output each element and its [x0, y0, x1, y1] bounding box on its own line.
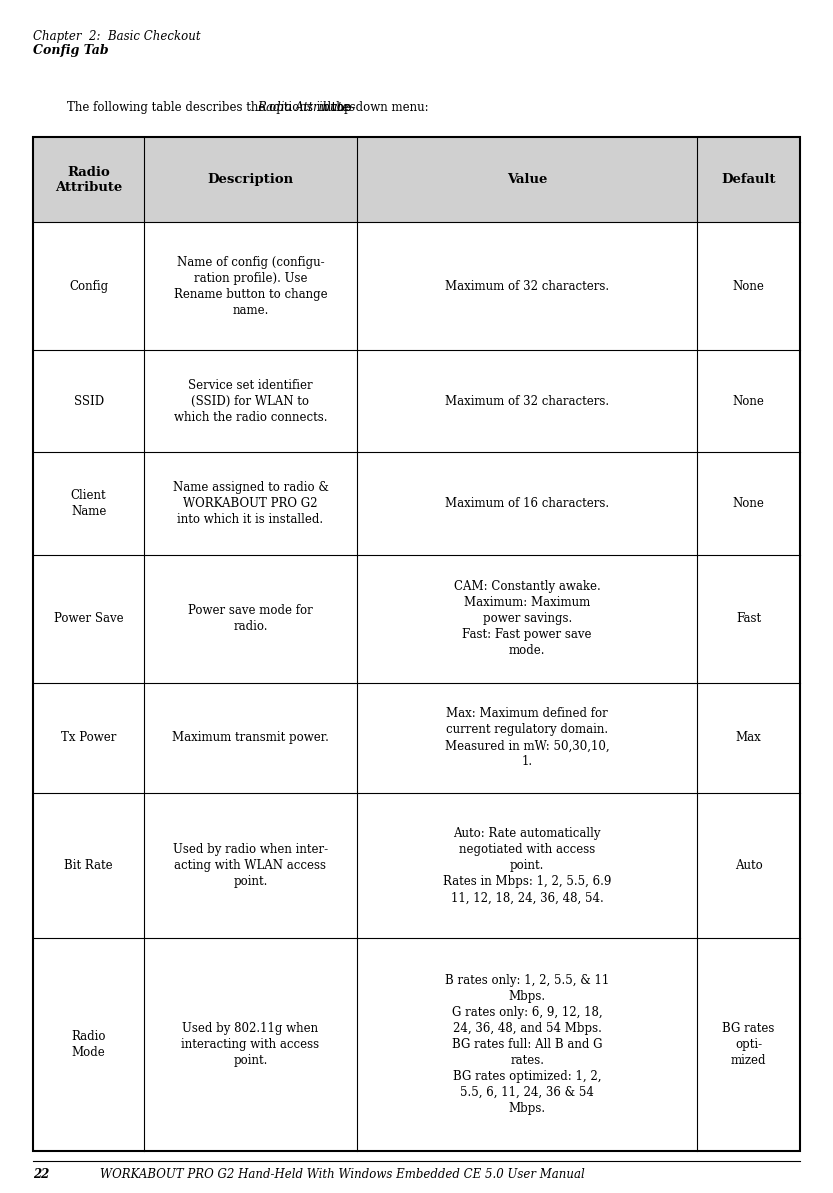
Text: Maximum transmit power.: Maximum transmit power. [172, 731, 329, 744]
Text: None: None [733, 497, 765, 511]
Text: WORKABOUT PRO G2 Hand-Held With Windows Embedded CE 5.0 User Manual: WORKABOUT PRO G2 Hand-Held With Windows … [100, 1168, 585, 1181]
Text: Radio
Mode: Radio Mode [72, 1031, 106, 1059]
Text: B rates only: 1, 2, 5.5, & 11
Mbps.
G rates only: 6, 9, 12, 18,
24, 36, 48, and : B rates only: 1, 2, 5.5, & 11 Mbps. G ra… [445, 975, 609, 1115]
Text: Chapter  2:  Basic Checkout: Chapter 2: Basic Checkout [33, 30, 201, 43]
Text: Config Tab: Config Tab [33, 44, 109, 57]
Text: Maximum of 32 characters.: Maximum of 32 characters. [445, 280, 609, 292]
Text: Radio
Attribute: Radio Attribute [55, 166, 122, 193]
Text: Auto: Rate automatically
negotiated with access
point.
Rates in Mbps: 1, 2, 5.5,: Auto: Rate automatically negotiated with… [443, 827, 611, 904]
Text: Client
Name: Client Name [71, 489, 107, 518]
Text: None: None [733, 280, 765, 292]
Text: Used by radio when inter-
acting with WLAN access
point.: Used by radio when inter- acting with WL… [173, 843, 328, 889]
Text: Name assigned to radio &
WORKABOUT PRO G2
into which it is installed.: Name assigned to radio & WORKABOUT PRO G… [172, 481, 328, 526]
Text: CAM: Constantly awake.
Maximum: Maximum
power savings.
Fast: Fast power save
mod: CAM: Constantly awake. Maximum: Maximum … [454, 580, 601, 657]
Bar [33, 137, 800, 222]
Text: Maximum of 16 characters.: Maximum of 16 characters. [445, 497, 609, 511]
Text: Tx Power: Tx Power [61, 731, 117, 744]
Text: Radio Attributes: Radio Attributes [257, 101, 356, 115]
Text: Maximum of 32 characters.: Maximum of 32 characters. [445, 395, 609, 408]
Text: Max: Maximum defined for
current regulatory domain.
Measured in mW: 50,30,10,
1.: Max: Maximum defined for current regulat… [445, 707, 610, 768]
Text: Power save mode for
radio.: Power save mode for radio. [188, 604, 313, 633]
Text: BG rates
opti-
mized: BG rates opti- mized [722, 1022, 775, 1068]
Text: Name of config (configu-
ration profile). Use
Rename button to change
name.: Name of config (configu- ration profile)… [173, 255, 327, 317]
Text: Max: Max [736, 731, 761, 744]
Text: drop-down menu:: drop-down menu: [320, 101, 428, 115]
Text: Description: Description [207, 173, 293, 186]
Text: None: None [733, 395, 765, 408]
Text: 22: 22 [33, 1168, 50, 1181]
Text: Fast: Fast [736, 612, 761, 625]
Text: Used by 802.11g when
interacting with access
point.: Used by 802.11g when interacting with ac… [182, 1022, 320, 1068]
Text: Service set identifier
(SSID) for WLAN to
which the radio connects.: Service set identifier (SSID) for WLAN t… [174, 379, 327, 424]
Bar [33, 137, 800, 1151]
Text: SSID: SSID [73, 395, 104, 408]
Text: Value: Value [507, 173, 547, 186]
Text: Auto: Auto [735, 859, 762, 872]
Text: The following table describes the options in the: The following table describes the option… [67, 101, 354, 115]
Text: Config: Config [69, 280, 108, 292]
Text: Bit Rate: Bit Rate [64, 859, 113, 872]
Text: Default: Default [721, 173, 776, 186]
Text: Power Save: Power Save [54, 612, 123, 625]
